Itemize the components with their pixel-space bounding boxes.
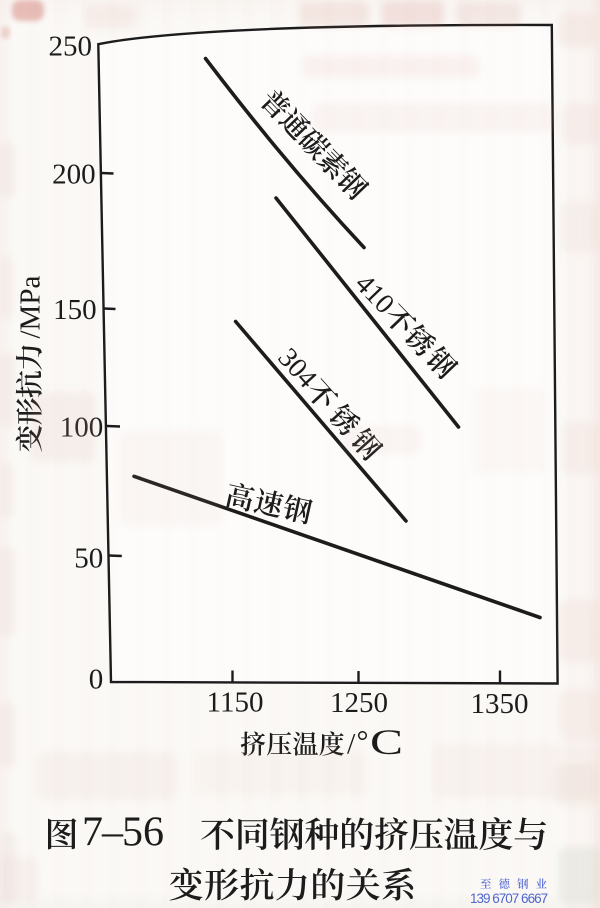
svg-text:0: 0 — [89, 663, 104, 695]
svg-text:50: 50 — [74, 542, 103, 574]
svg-text:–: – — [101, 810, 124, 856]
svg-text:139 6707 6667: 139 6707 6667 — [470, 891, 548, 906]
svg-text:150: 150 — [53, 294, 97, 326]
svg-text:1250: 1250 — [330, 687, 388, 719]
svg-text:7: 7 — [82, 810, 103, 856]
svg-text:C: C — [370, 722, 403, 762]
svg-text:/MPa: /MPa — [15, 276, 47, 339]
svg-text:1150: 1150 — [207, 687, 264, 719]
svg-text:100: 100 — [60, 412, 104, 444]
svg-text:°: ° — [357, 725, 369, 758]
svg-text:200: 200 — [52, 159, 96, 191]
svg-text:1350: 1350 — [471, 688, 529, 720]
svg-text:250: 250 — [49, 30, 93, 62]
svg-text:56: 56 — [122, 810, 164, 856]
svg-text:/: / — [347, 728, 356, 761]
